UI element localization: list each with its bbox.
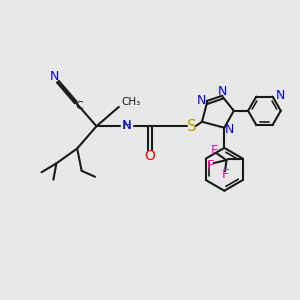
Text: N: N [122,119,131,132]
Text: S: S [187,119,196,134]
Text: F: F [221,169,229,182]
Text: N: N [50,70,60,83]
Text: N: N [197,94,206,107]
Text: F: F [206,159,214,172]
Text: F: F [210,144,218,157]
Text: H: H [123,121,131,130]
Text: N: N [218,85,227,98]
Text: N: N [276,88,285,102]
Text: CH₃: CH₃ [121,98,140,107]
Text: O: O [145,149,155,163]
Text: C: C [75,101,83,111]
Text: N: N [225,123,234,136]
